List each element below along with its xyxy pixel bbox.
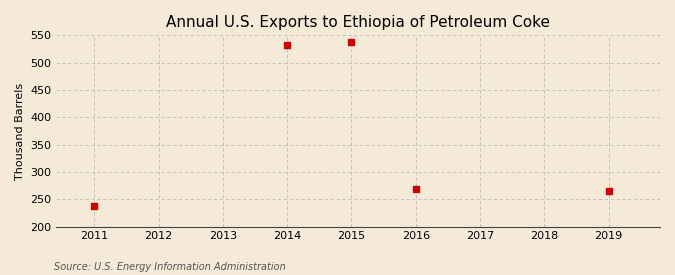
Title: Annual U.S. Exports to Ethiopia of Petroleum Coke: Annual U.S. Exports to Ethiopia of Petro…: [166, 15, 550, 30]
Text: Source: U.S. Energy Information Administration: Source: U.S. Energy Information Administ…: [54, 262, 286, 272]
Y-axis label: Thousand Barrels: Thousand Barrels: [15, 82, 25, 180]
